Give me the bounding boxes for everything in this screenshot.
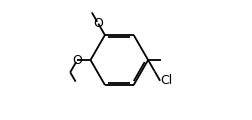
Text: O: O (93, 17, 103, 30)
Text: Cl: Cl (160, 74, 172, 87)
Text: O: O (72, 54, 82, 66)
